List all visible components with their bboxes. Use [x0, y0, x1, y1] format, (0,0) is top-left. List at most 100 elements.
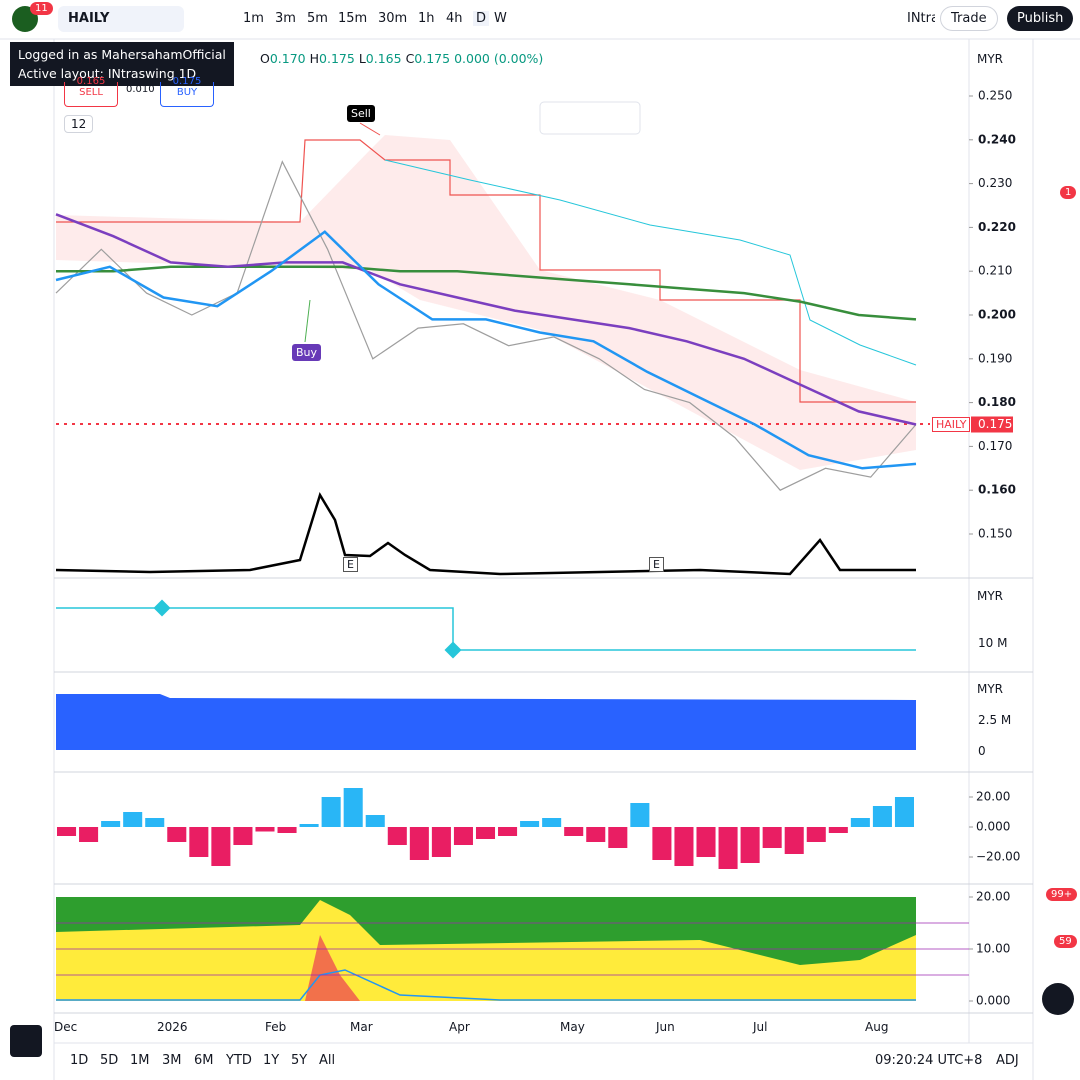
price-line: [55, 160, 917, 491]
adjust-toggle[interactable]: ADJ: [996, 1053, 1019, 1068]
histogram-bar: [806, 827, 826, 842]
y-tick-label: 0.230: [978, 176, 1012, 190]
histogram-bar: [872, 806, 892, 827]
histogram-bar: [608, 827, 628, 848]
y-tick-label: 0.210: [978, 264, 1012, 278]
value: 0.175: [319, 51, 355, 66]
value: 0.175: [414, 51, 451, 66]
buy-signal: Buy: [292, 344, 322, 361]
symbol-search[interactable]: [58, 6, 184, 32]
range-button[interactable]: 5D: [100, 1053, 119, 1068]
indicator-count[interactable]: 12: [64, 115, 94, 133]
interval-button[interactable]: 5m: [307, 11, 328, 26]
interval-button[interactable]: 15m: [338, 11, 368, 26]
label: BUY: [176, 87, 198, 98]
histogram-bar: [189, 827, 209, 857]
histogram-bar: [431, 827, 451, 857]
histogram-bar: [718, 827, 738, 869]
buy-button[interactable]: 0.175 BUY: [160, 76, 214, 107]
histogram-bar: [211, 827, 231, 866]
time-label: Dec: [54, 1020, 78, 1034]
histogram-bar: [475, 827, 496, 839]
apps-button[interactable]: [1042, 983, 1074, 1015]
interval-button[interactable]: 3m: [275, 11, 296, 26]
label: O: [260, 51, 270, 66]
y-tick-label: 0.220: [978, 220, 1016, 234]
label: SELL: [79, 87, 103, 98]
price-line: [55, 230, 917, 470]
label: C: [405, 51, 415, 66]
value: 0.165: [365, 51, 402, 66]
histogram-bar: [696, 827, 716, 857]
histogram-bar: [409, 827, 429, 860]
range-button[interactable]: YTD: [226, 1053, 252, 1068]
range-button[interactable]: 6M: [194, 1053, 214, 1068]
histogram-bar: [630, 803, 650, 827]
histogram-bar: [652, 827, 672, 860]
feed-badge: 99+: [1046, 888, 1078, 901]
histogram-bar: [57, 827, 77, 836]
chat-badge: 1: [1060, 186, 1077, 199]
histogram-bar: [762, 827, 782, 848]
y-tick-label: 10.00: [976, 942, 1010, 956]
y-tick-label: −20.00: [976, 850, 1020, 864]
histogram-bar: [894, 797, 914, 827]
histogram-bar: [740, 827, 760, 863]
y-tick-label: 0.200: [978, 308, 1016, 322]
clock: 09:20:24 UTC+8: [875, 1053, 983, 1068]
histogram-bar: [564, 827, 584, 836]
interval-button[interactable]: 30m: [378, 11, 408, 26]
earnings-marker[interactable]: E: [649, 557, 664, 572]
currency[interactable]: MYR: [977, 589, 1004, 603]
sell-button[interactable]: 0.165 SELL: [64, 76, 118, 107]
currency[interactable]: MYR: [977, 682, 1004, 696]
range-button[interactable]: 3M: [162, 1053, 182, 1068]
interval-button[interactable]: 4h: [446, 11, 463, 26]
time-label: 2026: [157, 1020, 188, 1034]
time-label: Jun: [656, 1020, 675, 1034]
interval-button[interactable]: 1h: [418, 11, 435, 26]
histogram-bar: [233, 827, 253, 845]
interval-button[interactable]: 1m: [243, 11, 264, 26]
symbol[interactable]: HAILY: [68, 11, 110, 26]
histogram-bar: [167, 827, 187, 842]
last-price-label: 0.175: [978, 417, 1012, 431]
price: 0.175: [172, 76, 202, 87]
last-price-box: [971, 416, 1013, 433]
range-button[interactable]: 1M: [130, 1053, 150, 1068]
histogram-bar: [586, 827, 606, 842]
y-tick-label: 0.250: [978, 89, 1012, 103]
alerts-badge: 59: [1054, 935, 1077, 948]
range-button[interactable]: All: [319, 1053, 336, 1068]
label: H: [309, 51, 320, 66]
currency[interactable]: MYR: [977, 52, 1004, 66]
interval-button[interactable]: D: [473, 11, 490, 26]
histogram-bar: [498, 827, 518, 836]
tooltip-line: Active layout: INtraswing 1D: [18, 66, 197, 81]
layout-name[interactable]: INtra: [907, 11, 935, 26]
time-label: Apr: [449, 1020, 470, 1034]
y-tick-label: 0.180: [978, 395, 1016, 409]
histogram-bar: [79, 827, 99, 842]
time-label: May: [560, 1020, 585, 1034]
histogram-bar: [299, 824, 319, 827]
tick-label: 0: [978, 744, 986, 758]
y-tick-label: 0.190: [978, 351, 1012, 365]
earnings-marker[interactable]: E: [343, 557, 358, 572]
publish-button[interactable]: Publish: [1007, 6, 1074, 31]
y-tick-label: 0.240: [978, 132, 1016, 146]
price-line: [55, 213, 917, 426]
histogram-bar: [542, 818, 562, 827]
tick-label: 10 M: [978, 636, 1008, 650]
range-button[interactable]: 1D: [70, 1053, 89, 1068]
interval-button[interactable]: W: [494, 11, 507, 26]
histogram-bar: [453, 827, 473, 845]
trade-button[interactable]: Trade: [940, 6, 998, 31]
range-button[interactable]: 1Y: [263, 1053, 280, 1068]
favorites-button[interactable]: [10, 1025, 42, 1057]
tick-label: 2.5 M: [978, 713, 1012, 727]
tooltip-line: Logged in as MahersahamOfficial: [18, 47, 226, 62]
range-button[interactable]: 5Y: [291, 1053, 308, 1068]
sell-signal: Sell: [347, 105, 375, 122]
